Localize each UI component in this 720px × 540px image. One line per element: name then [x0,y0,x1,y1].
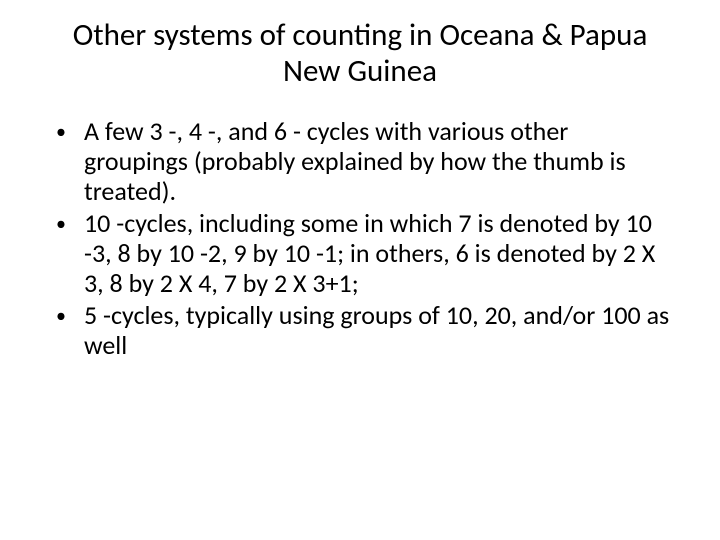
slide-container: Other systems of counting in Oceana & Pa… [0,0,720,540]
bullet-item: • A few 3 -, 4 -, and 6 - cycles with va… [56,117,672,207]
bullet-text: 5 -cycles, typically using groups of 10,… [84,301,672,361]
slide-content: • A few 3 -, 4 -, and 6 - cycles with va… [48,117,672,360]
bullet-text: A few 3 -, 4 -, and 6 - cycles with vari… [84,117,672,207]
bullet-text: 10 -cycles, including some in which 7 is… [84,209,672,299]
bullet-marker-icon: • [56,209,84,236]
bullet-marker-icon: • [56,117,84,144]
bullet-item: • 5 -cycles, typically using groups of 1… [56,301,672,361]
slide-title: Other systems of counting in Oceana & Pa… [48,18,672,89]
bullet-marker-icon: • [56,301,84,328]
bullet-item: • 10 -cycles, including some in which 7 … [56,209,672,299]
